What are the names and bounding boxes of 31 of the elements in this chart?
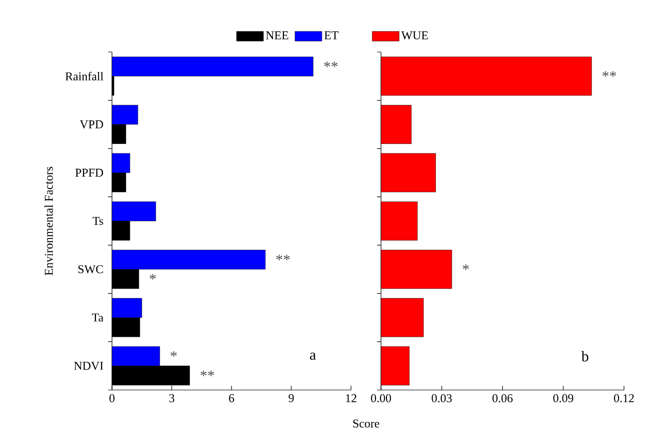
- y-tick-label: Ta: [92, 314, 104, 322]
- y-tick-label: NDVI: [74, 362, 104, 370]
- y-tick-label: VPD: [80, 120, 104, 128]
- annotation: **: [200, 370, 214, 376]
- x-axis-title: Score: [353, 420, 380, 428]
- annotation: *: [462, 264, 469, 270]
- y-tick-label: SWC: [78, 265, 103, 274]
- y-axis-title: Environmental Factors: [44, 166, 53, 276]
- annotation: a: [310, 352, 316, 360]
- x-tick-label: 0.06: [492, 394, 513, 402]
- legend-label: NEE: [266, 31, 288, 40]
- annotation: *: [150, 274, 156, 280]
- x-tick-label: 6: [229, 394, 234, 402]
- annotation: **: [602, 71, 616, 77]
- x-tick-label: 0.00: [370, 394, 392, 402]
- annotation: b: [581, 350, 588, 362]
- annotation: **: [276, 254, 290, 260]
- y-tick-label: Ts: [92, 217, 104, 225]
- annotation: *: [170, 351, 177, 357]
- x-tick-label: 0: [109, 394, 115, 402]
- annotation: **: [324, 62, 338, 68]
- x-tick-label: 0.03: [432, 394, 452, 402]
- y-tick-label: Rainfall: [65, 72, 104, 80]
- x-tick-label: 12: [346, 394, 356, 402]
- x-tick-label: 0.09: [553, 394, 574, 402]
- legend-label: WUE: [401, 31, 428, 40]
- x-tick-label: 0.12: [614, 394, 634, 402]
- x-tick-label: 3: [169, 394, 174, 402]
- x-tick-label: 9: [288, 394, 294, 402]
- legend-label: ET: [324, 31, 338, 40]
- y-tick-label: PPFD: [75, 168, 104, 177]
